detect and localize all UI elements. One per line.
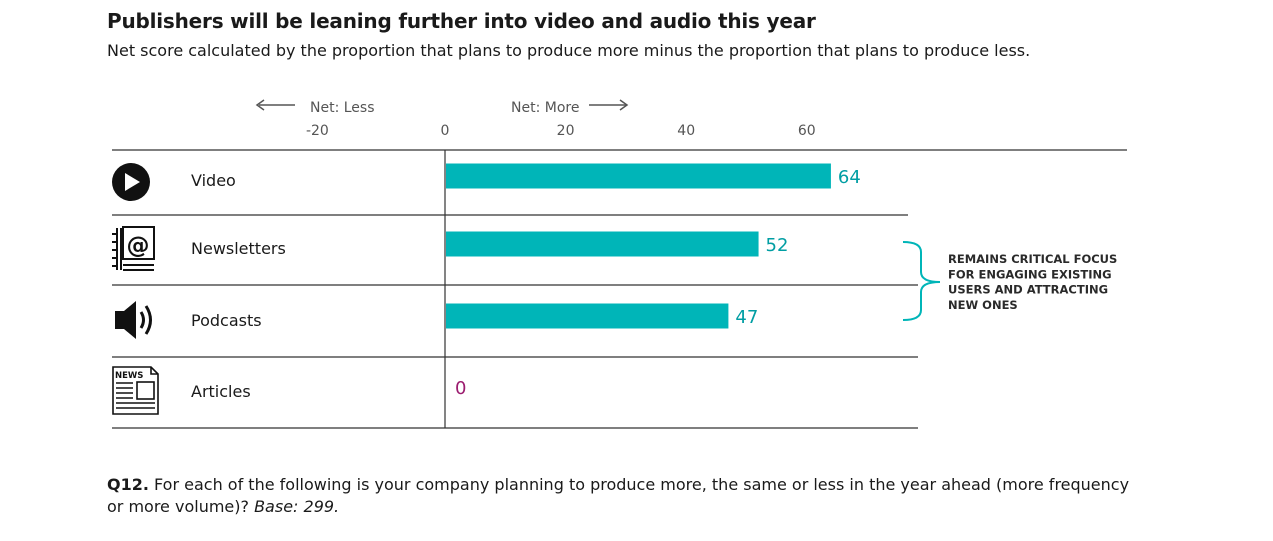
- footnote-base: Base: 299.: [254, 497, 340, 516]
- category-label: Podcasts: [191, 311, 262, 330]
- bar: [446, 303, 729, 329]
- tick-label: 40: [677, 123, 695, 139]
- category-label: Video: [191, 171, 236, 190]
- svg-text:@: @: [127, 233, 150, 259]
- value-label: 52: [766, 235, 789, 256]
- chart-title: Publishers will be leaning further into …: [107, 9, 816, 33]
- category-label: Articles: [191, 382, 251, 401]
- footnote: Q12. For each of the following is your c…: [107, 474, 1147, 518]
- value-label: 0: [455, 378, 466, 399]
- svg-text:NEWS: NEWS: [115, 371, 143, 381]
- footnote-text: For each of the following is your compan…: [107, 475, 1130, 516]
- arrow-right-head: [619, 99, 629, 111]
- arrow-left-head: [255, 99, 265, 111]
- tick-label: -20: [306, 123, 329, 139]
- direction-label-less: Net: Less: [310, 100, 375, 116]
- tick-label: 60: [798, 123, 816, 139]
- footnote-label: Q12.: [107, 475, 149, 494]
- bar: [446, 163, 831, 189]
- bar: [446, 231, 759, 257]
- tick-label: 20: [557, 123, 575, 139]
- direction-label-more: Net: More: [511, 100, 579, 116]
- news-icon: NEWS: [112, 366, 159, 415]
- annotation-text: REMAINS CRITICAL FOCUS: [948, 252, 1117, 266]
- chart-subtitle: Net score calculated by the proportion t…: [107, 41, 1031, 60]
- annotation-text: NEW ONES: [948, 298, 1018, 312]
- value-label: 64: [838, 167, 861, 188]
- tick-label: 0: [441, 123, 450, 139]
- speaker-icon: [115, 301, 152, 339]
- value-label: 47: [735, 307, 758, 328]
- category-label: Newsletters: [191, 239, 286, 258]
- play-icon: [112, 163, 150, 201]
- annotation-text: FOR ENGAGING EXISTING: [948, 267, 1112, 281]
- newsletter-icon: @: [112, 226, 155, 271]
- annotation-bracket: [902, 241, 941, 321]
- annotation-text: USERS AND ATTRACTING: [948, 283, 1108, 297]
